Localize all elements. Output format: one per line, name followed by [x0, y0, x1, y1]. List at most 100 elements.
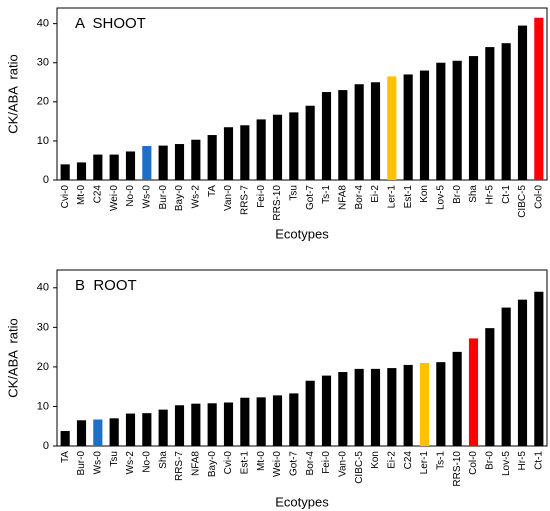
x-tick-label: Br-0 [452, 185, 463, 204]
bar [452, 60, 462, 180]
bar [289, 393, 299, 446]
bar [60, 164, 70, 180]
panel-title: B ROOT [75, 277, 137, 294]
bar [403, 74, 413, 180]
x-tick-label: Van-0 [337, 451, 348, 477]
x-tick-label: Ts-1 [321, 185, 332, 204]
bar [93, 419, 103, 446]
x-tick-label: RRS-10 [272, 185, 283, 221]
x-tick-label: CIBC-5 [354, 451, 365, 484]
x-tick-label: Tsu [288, 185, 299, 201]
x-tick-label: Hr-5 [484, 185, 495, 205]
x-tick-label: CIBC-5 [517, 185, 528, 218]
bar [125, 151, 136, 180]
x-tick-label: Bur-0 [158, 185, 169, 210]
plot-frame [56, 7, 548, 181]
bar [158, 409, 168, 446]
y-tick-label: 30 [37, 321, 49, 333]
bar [370, 368, 381, 446]
x-tick-label: RRS-10 [452, 451, 463, 487]
y-axis-label: CK/ABA ratio [5, 318, 20, 397]
bar [191, 403, 201, 446]
x-tick-label: Wei-0 [272, 451, 283, 477]
y-tick-label: 0 [43, 174, 49, 186]
x-tick-label: Cvi-0 [60, 185, 71, 209]
bar [142, 145, 152, 180]
x-tick-label: Van-0 [223, 185, 234, 211]
bar [321, 92, 332, 180]
x-tick-label: Cvi-0 [223, 451, 234, 475]
bar [76, 420, 87, 446]
x-tick-label: Est-1 [239, 451, 250, 475]
bar [109, 154, 119, 180]
bar [207, 403, 217, 446]
x-tick-label: Ws-2 [190, 185, 201, 209]
x-tick-label: Fei-0 [321, 451, 332, 474]
bar [370, 82, 381, 180]
x-tick-label: Ws-0 [92, 451, 103, 475]
bar [354, 368, 364, 446]
bar [534, 291, 544, 446]
x-tick-label: No-0 [141, 451, 152, 473]
x-tick-label: NFA8 [190, 451, 201, 476]
x-tick-label: Ei-2 [386, 451, 397, 469]
x-tick-label: Bay-0 [207, 451, 218, 478]
x-tick-label: Br-0 [484, 451, 495, 470]
x-tick-label: Ler-1 [419, 451, 430, 475]
bar [272, 395, 283, 446]
bar [289, 112, 299, 180]
x-tick-label: Est-1 [403, 185, 414, 209]
bar [60, 430, 70, 446]
bar [158, 145, 168, 180]
x-tick-label: Kon [419, 185, 430, 203]
bar [517, 25, 528, 180]
x-tick-label: C24 [92, 185, 103, 204]
x-tick-label: RRS-7 [239, 185, 250, 215]
x-tick-label: Got-7 [288, 451, 299, 476]
bar [419, 362, 430, 446]
y-axis-label: CK/ABA ratio [5, 54, 20, 133]
bar [256, 119, 266, 180]
bar [436, 62, 446, 180]
bar [240, 397, 250, 446]
bar [109, 418, 119, 446]
bar [256, 397, 266, 446]
x-tick-label: Col-0 [468, 451, 479, 475]
bar [207, 135, 217, 180]
x-tick-label: Mt-0 [76, 185, 87, 205]
x-tick-label: Tsu [109, 451, 120, 467]
bar [174, 405, 185, 446]
bar [338, 90, 348, 180]
x-tick-label: Kon [370, 451, 381, 469]
x-tick-label: C24 [403, 451, 414, 470]
bar [485, 328, 495, 446]
y-tick-label: 20 [37, 361, 49, 373]
x-axis-label: Ecotypes [275, 226, 329, 241]
x-tick-label: Ws-2 [125, 451, 136, 475]
bar [485, 47, 495, 180]
y-tick-label: 40 [37, 18, 49, 30]
x-tick-label: Ei-2 [370, 185, 381, 203]
bar [452, 351, 462, 446]
bar [125, 413, 136, 446]
bar [387, 368, 397, 446]
x-tick-label: RRS-7 [174, 451, 185, 481]
x-tick-label: Ts-1 [435, 451, 446, 470]
x-tick-label: Got-7 [305, 185, 316, 210]
x-tick-label: Lov-5 [435, 185, 446, 210]
x-tick-label: Ct-1 [533, 451, 544, 470]
x-tick-label: Wei-0 [109, 185, 120, 211]
plot-frame [56, 269, 548, 447]
y-tick-label: 30 [37, 57, 49, 69]
bar [468, 338, 479, 446]
x-tick-label: Bor-4 [305, 451, 316, 476]
x-tick-label: TA [60, 451, 71, 463]
bar [501, 307, 511, 446]
bar [240, 125, 250, 180]
x-tick-label: No-0 [125, 185, 136, 207]
bar [468, 56, 479, 180]
x-tick-label: Ler-1 [386, 185, 397, 209]
bar [93, 154, 103, 180]
x-axis-label: Ecotypes [275, 494, 329, 509]
